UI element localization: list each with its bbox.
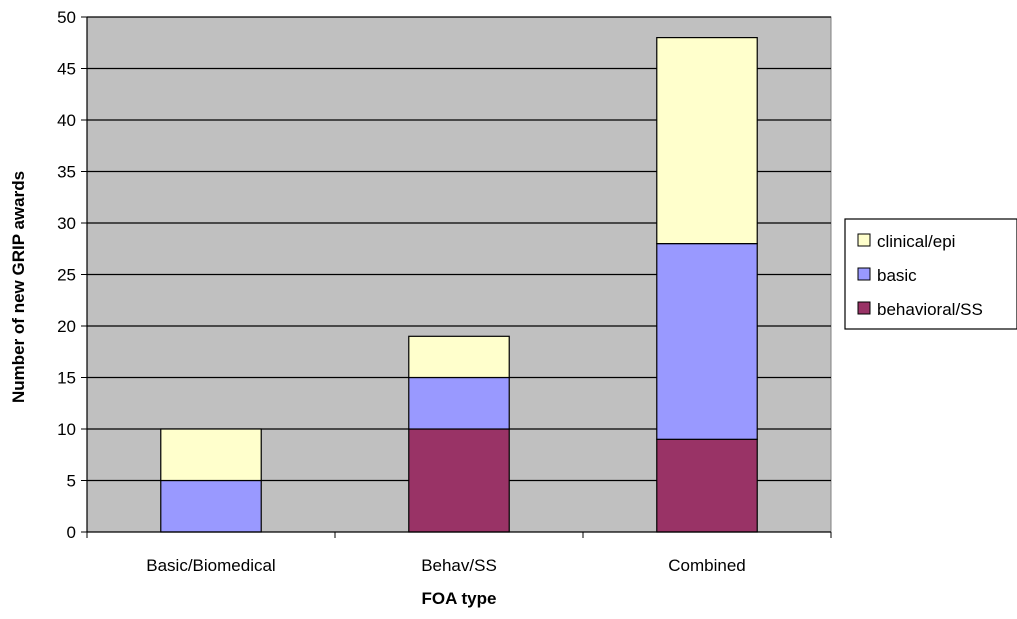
legend-swatch (857, 301, 871, 315)
bar-segment-clinical-epi (408, 335, 510, 379)
y-tick-label: 25 (57, 266, 76, 285)
legend-swatch (857, 267, 871, 281)
x-axis-title: FOA type (422, 589, 497, 608)
y-tick-label: 35 (57, 163, 76, 182)
axes (81, 16, 832, 538)
y-tick-label: 0 (67, 523, 76, 542)
x-tick-label: Behav/SS (421, 556, 497, 575)
y-tick-label: 45 (57, 60, 76, 79)
legend-box (844, 218, 1017, 330)
legend-swatch (857, 233, 871, 247)
y-tick-label: 50 (57, 8, 76, 27)
legend-label: behavioral/SS (877, 300, 983, 319)
x-tick-labels: Basic/Biomedical Behav/SS Combined (146, 556, 745, 575)
y-tick-label: 15 (57, 369, 76, 388)
bar-segment-behavioral-ss (656, 438, 758, 533)
y-tick-labels: 0 5 10 15 20 25 30 35 40 45 50 (57, 8, 76, 542)
x-tick-label: Combined (668, 556, 746, 575)
y-tick-label: 5 (67, 472, 76, 491)
y-tick-label: 40 (57, 111, 76, 130)
bar-segment-basic (160, 479, 262, 533)
bar-segment-behavioral-ss (408, 428, 510, 533)
legend-label: basic (877, 266, 917, 285)
y-tick-label: 30 (57, 214, 76, 233)
bar-segment-basic (408, 376, 510, 430)
y-tick-label: 10 (57, 420, 76, 439)
bars (160, 36, 758, 533)
bar-segment-clinical-epi (656, 36, 758, 245)
legend-label: clinical/epi (877, 232, 955, 251)
y-tick-label: 20 (57, 317, 76, 336)
bar-segment-clinical-epi (160, 428, 262, 482)
legend: clinical/epi basic behavioral/SS (844, 218, 1017, 330)
bar-segment-basic (656, 243, 758, 440)
y-axis-title: Number of new GRIP awards (9, 171, 28, 403)
x-tick-label: Basic/Biomedical (146, 556, 275, 575)
